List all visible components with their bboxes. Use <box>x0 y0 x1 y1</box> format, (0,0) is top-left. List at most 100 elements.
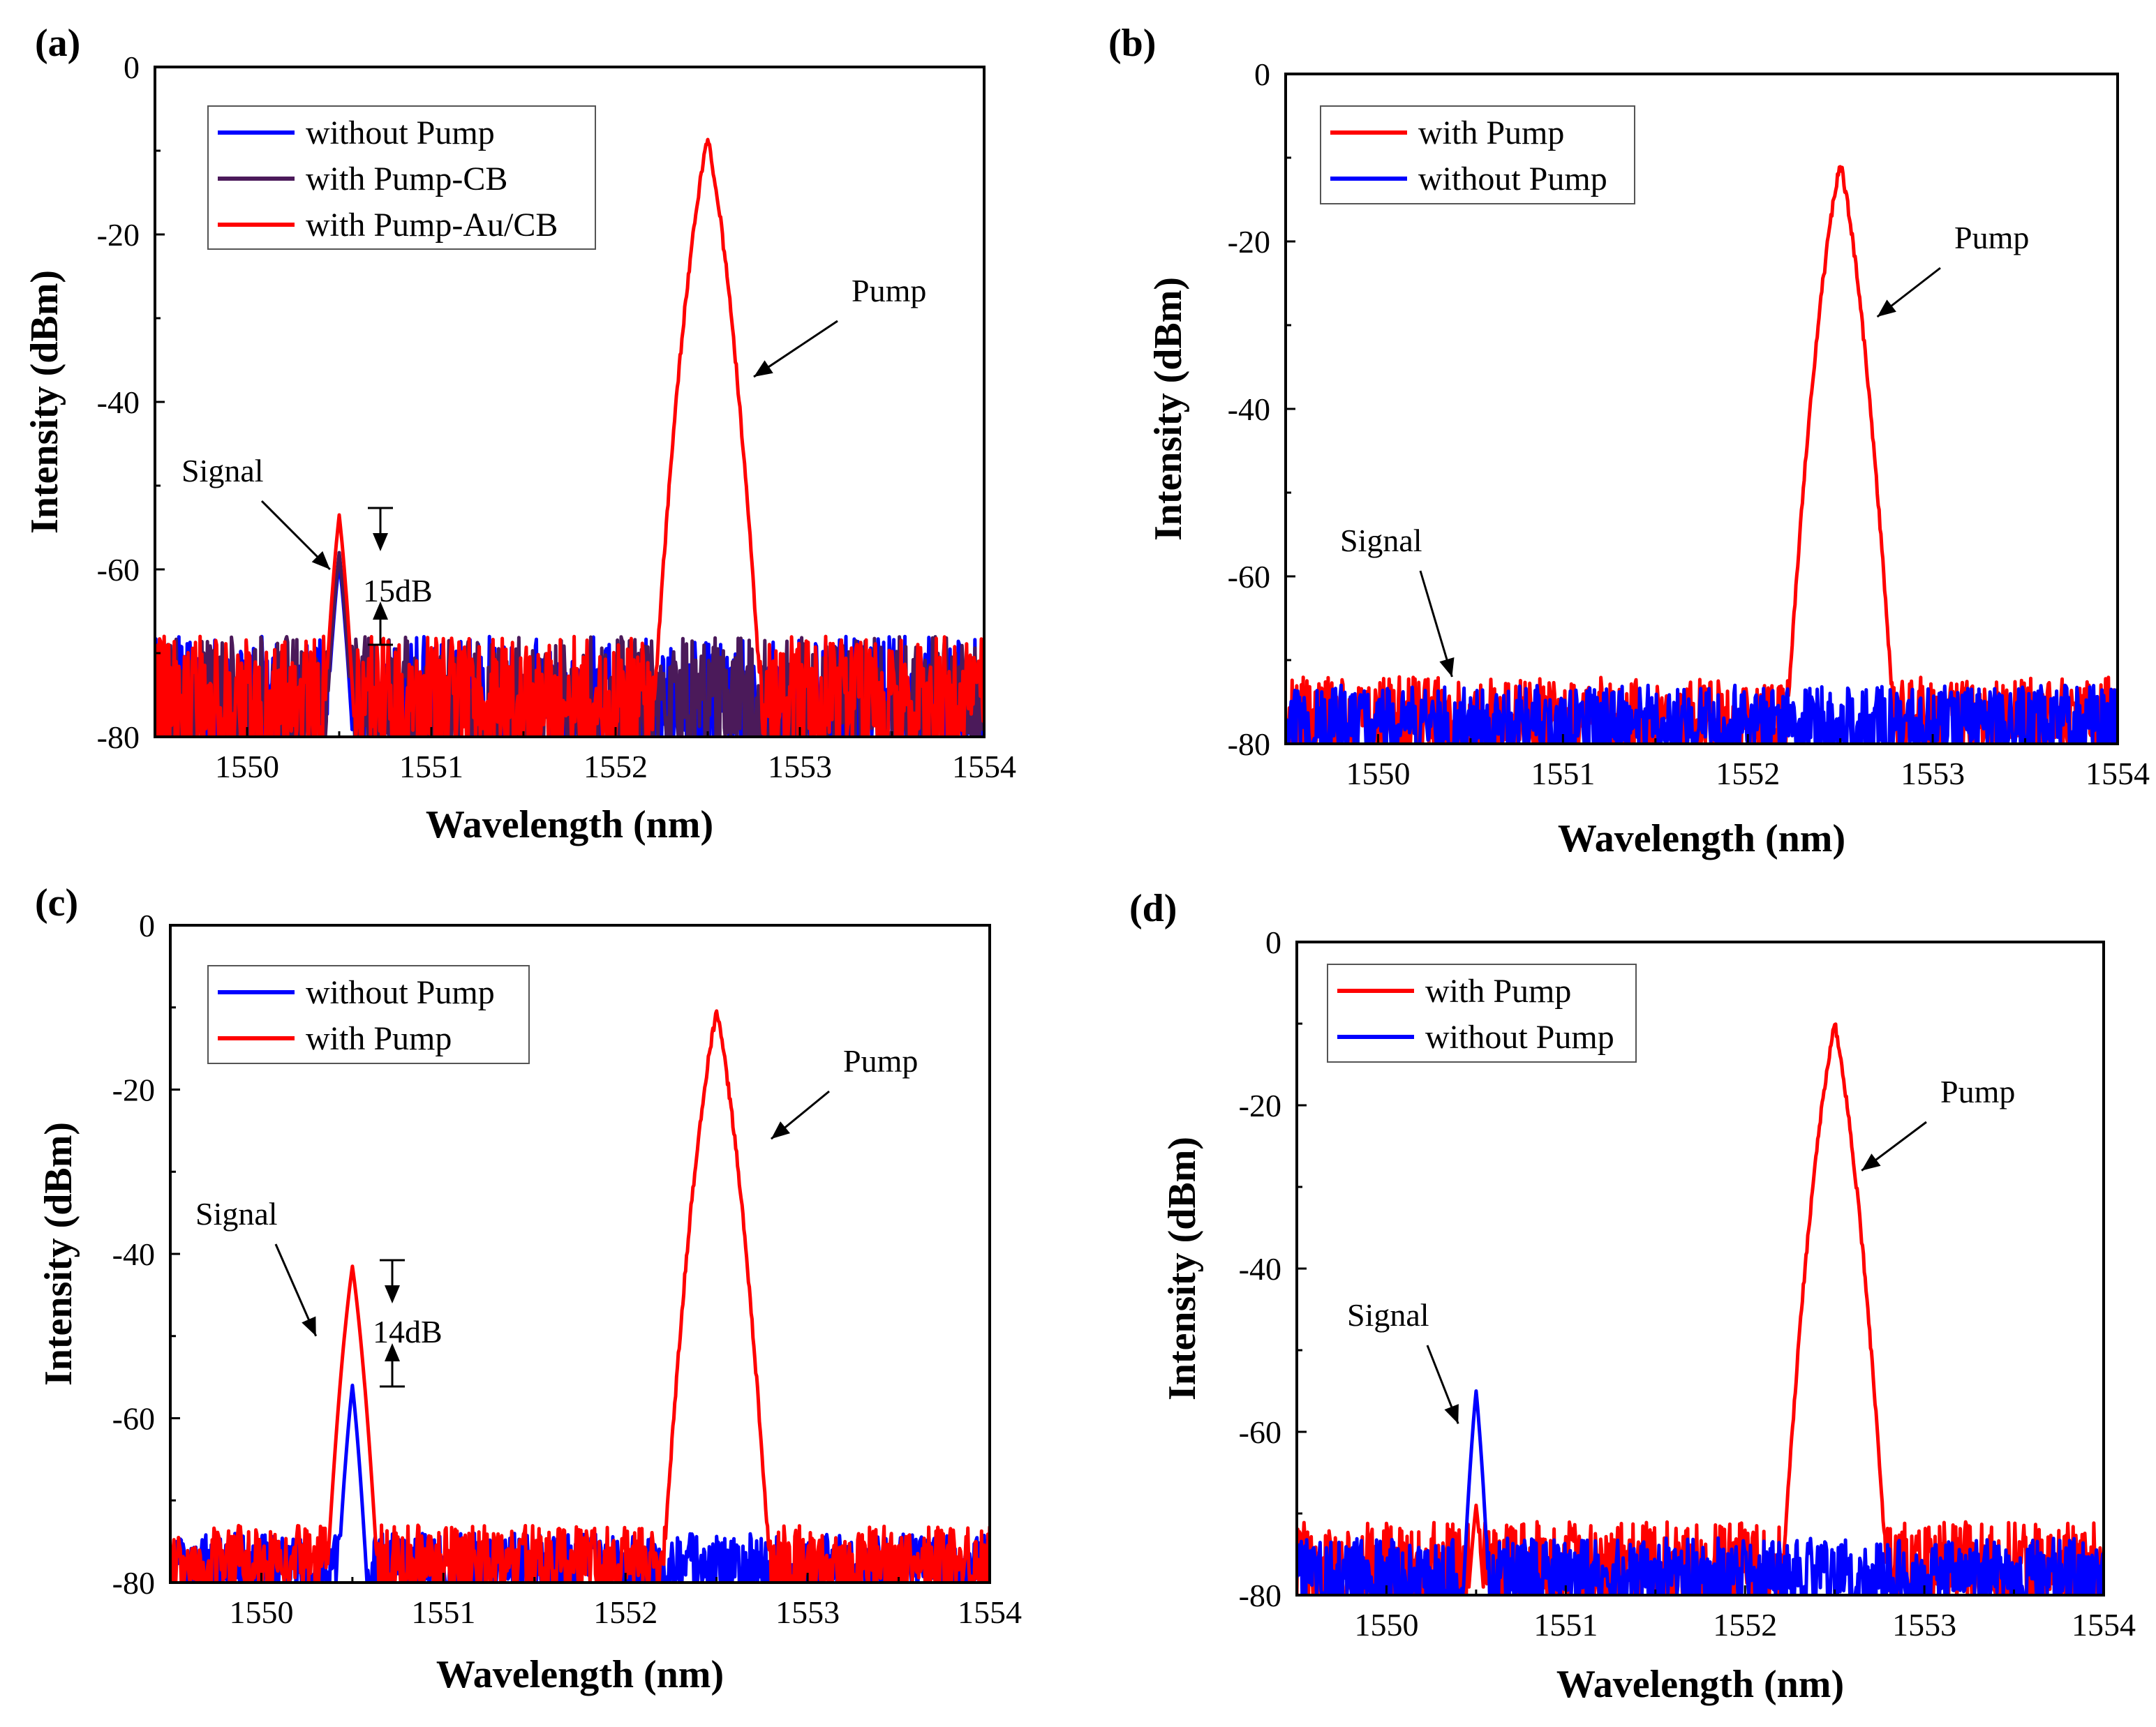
panel-label: (a) <box>35 22 80 65</box>
legend: with Pump without Pump <box>1320 105 1635 204</box>
signal-annotation: Signal <box>1347 1297 1429 1333</box>
panel-label: (c) <box>35 881 78 925</box>
x-tick-label: 1552 <box>593 1594 657 1630</box>
legend-label: with Pump-Au/CB <box>306 207 558 244</box>
series-group <box>155 137 984 737</box>
gain-marker: 14dB <box>373 1259 443 1388</box>
signal-arrow-head <box>1439 657 1455 677</box>
legend: without Pump with Pump-CB with Pump-Au/CB <box>207 105 596 250</box>
x-axis-title: Wavelength (nm) <box>1556 1663 1844 1706</box>
chart-panel-b: 1550 1551 1552 1553 1554 0 -20 -40 -60 -80 Wavelen… <box>1108 22 2150 860</box>
chart-panel-c: 1550 1551 1552 1553 1554 0 -20 -40 -60 -80 Wavelen… <box>35 881 1022 1696</box>
gain-marker: 15dB <box>363 507 433 646</box>
x-tick-label: 1554 <box>2086 756 2150 791</box>
x-tick-label: 1554 <box>958 1594 1022 1630</box>
series-line-without-pump <box>1297 1389 2104 1595</box>
y-tick-label: -80 <box>97 719 140 755</box>
x-tick-label: 1554 <box>952 749 1016 784</box>
series-group <box>1297 1022 2104 1595</box>
legend-box <box>1320 105 1635 204</box>
x-tick-label: 1553 <box>775 1594 840 1630</box>
x-tick-label: 1551 <box>399 749 463 784</box>
y-tick-label: -40 <box>97 384 140 420</box>
chart-panel-a: 1550 1551 1552 1553 1554 0 -20 -40 -60 -80 Wavelen… <box>23 22 1016 846</box>
y-tick-label: -20 <box>97 217 140 253</box>
y-tick-label: -60 <box>1228 559 1270 595</box>
y-tick-label: -40 <box>1228 391 1270 427</box>
x-tick-label: 1551 <box>1533 1607 1598 1643</box>
x-tick-label: 1553 <box>1901 756 1965 791</box>
legend-label: without Pump <box>1418 160 1607 197</box>
legend-label: with Pump <box>1418 114 1564 151</box>
gain-top-arrow-head <box>373 533 388 551</box>
x-axis-title: Wavelength (nm) <box>426 803 713 846</box>
y-axis-title: Intensity (dBm) <box>1147 277 1190 541</box>
gain-label: 14dB <box>373 1314 443 1350</box>
y-tick-label: -80 <box>1228 726 1270 762</box>
legend-label: with Pump <box>1425 973 1571 1010</box>
series-line-with-pump <box>170 1009 990 1583</box>
legend: with Pump without Pump <box>1327 964 1637 1063</box>
series-line-without-pump <box>1286 683 2118 744</box>
x-tick-label: 1554 <box>2072 1607 2136 1643</box>
y-axis-title: Intensity (dBm) <box>1161 1137 1204 1400</box>
y-tick-label: -20 <box>1228 224 1270 260</box>
legend: without Pump with Pump <box>207 965 530 1064</box>
pump-arrow-head <box>771 1121 791 1139</box>
series-group <box>1286 165 2118 744</box>
y-tick-label: -80 <box>112 1565 155 1601</box>
legend-label: with Pump-CB <box>306 160 507 197</box>
x-tick-label: 1552 <box>1716 756 1780 791</box>
x-tick-label: 1551 <box>1531 756 1595 791</box>
y-tick-label: -60 <box>1239 1414 1281 1450</box>
y-tick-label: 0 <box>124 50 140 85</box>
y-tick-label: -60 <box>112 1401 155 1437</box>
signal-annotation: Signal <box>195 1196 278 1232</box>
pump-annotation: Pump <box>852 273 926 308</box>
series-line-with-pump <box>1297 1022 2104 1595</box>
signal-arrow-line <box>1419 570 1453 678</box>
y-tick-label: -40 <box>1239 1251 1281 1287</box>
pump-annotation: Pump <box>1954 220 2029 255</box>
y-tick-label: 0 <box>1265 925 1281 960</box>
x-tick-label: 1550 <box>229 1594 293 1630</box>
y-tick-label: -60 <box>97 552 140 588</box>
pump-arrow-head <box>1861 1153 1881 1171</box>
legend-label: without Pump <box>1425 1019 1614 1056</box>
y-axis-title: Intensity (dBm) <box>37 1122 80 1386</box>
pump-arrow-head <box>1877 299 1896 317</box>
legend-label: without Pump <box>306 974 495 1011</box>
legend-label: without Pump <box>306 114 495 151</box>
y-tick-label: -20 <box>112 1072 155 1108</box>
x-tick-label: 1550 <box>1354 1607 1418 1643</box>
x-tick-label: 1551 <box>411 1594 475 1630</box>
gain-top-arrow-head <box>385 1285 400 1303</box>
x-axis-title: Wavelength (nm) <box>436 1653 724 1696</box>
x-axis-title: Wavelength (nm) <box>1558 817 1845 860</box>
y-tick-label: 0 <box>1254 57 1270 92</box>
legend-box <box>207 965 530 1064</box>
y-axis-title: Intensity (dBm) <box>23 270 66 534</box>
y-tick-label: -20 <box>1239 1088 1281 1123</box>
pump-annotation: Pump <box>843 1043 918 1079</box>
signal-annotation: Signal <box>181 453 264 488</box>
panel-label: (d) <box>1129 887 1177 930</box>
signal-arrow-head <box>311 551 330 569</box>
pump-annotation: Pump <box>1940 1074 2015 1109</box>
legend-label: with Pump <box>306 1020 452 1057</box>
x-tick-label: 1550 <box>215 749 279 784</box>
gain-bottom-arrow-head <box>385 1343 400 1361</box>
signal-arrow-head <box>302 1316 316 1336</box>
legend-box <box>1327 964 1637 1063</box>
signal-arrow-head <box>1444 1404 1459 1424</box>
y-tick-label: -40 <box>112 1236 155 1272</box>
chart-panel-d: 1550 1551 1552 1553 1554 0 -20 -40 -60 -80 Wavelen… <box>1129 887 2136 1706</box>
y-tick-label: 0 <box>139 908 155 943</box>
pump-arrow-head <box>754 360 773 377</box>
series-line-with-pump-au-cb <box>155 137 984 737</box>
x-tick-label: 1552 <box>583 749 648 784</box>
gain-bottom-arrow-head <box>373 601 388 620</box>
gain-label: 15dB <box>363 573 433 608</box>
y-tick-label: -80 <box>1239 1578 1281 1613</box>
panel-label: (b) <box>1108 22 1156 65</box>
